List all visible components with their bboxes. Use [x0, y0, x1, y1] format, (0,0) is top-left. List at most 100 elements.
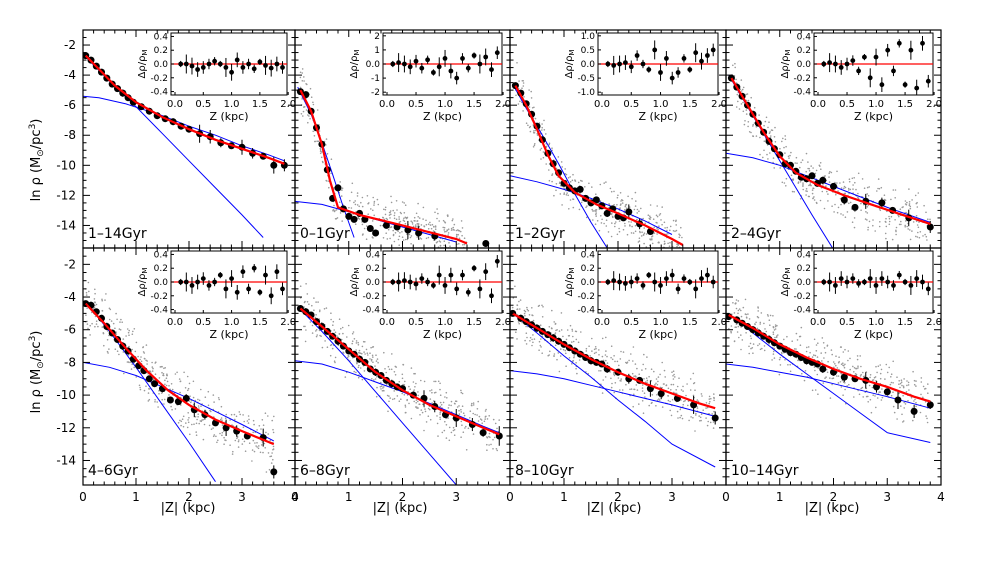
star-point — [761, 347, 763, 350]
star-point — [900, 379, 903, 382]
star-point — [573, 355, 575, 357]
star-point — [326, 153, 329, 155]
star-point — [543, 119, 545, 122]
star-point — [332, 209, 334, 212]
star-point — [532, 131, 535, 134]
star-point — [611, 358, 614, 361]
star-point — [460, 408, 462, 411]
star-point — [463, 414, 466, 417]
star-point — [197, 413, 199, 416]
star-point — [649, 218, 651, 220]
star-point — [556, 358, 558, 361]
star-point — [774, 126, 776, 129]
star-point — [94, 301, 96, 303]
x-tick-label: 0 — [722, 490, 730, 504]
inset-residual-point — [489, 67, 494, 72]
star-point — [578, 208, 581, 211]
inset-y-tick-label: -0.4 — [150, 306, 168, 316]
star-point — [745, 113, 748, 115]
star-point — [496, 449, 499, 452]
star-point — [750, 347, 752, 350]
star-point — [549, 350, 551, 353]
star-point — [799, 344, 802, 347]
star-point — [653, 232, 656, 234]
star-point — [359, 367, 362, 369]
star-point — [312, 101, 314, 104]
star-point — [826, 345, 829, 347]
star-point — [656, 383, 659, 386]
star-point — [417, 224, 420, 227]
inset-residual-point — [873, 283, 879, 288]
star-point — [667, 399, 670, 402]
star-point — [252, 439, 255, 442]
star-point — [525, 332, 528, 335]
star-point — [252, 419, 255, 422]
star-point — [657, 228, 659, 231]
star-point — [742, 101, 744, 104]
star-point — [88, 290, 90, 293]
star-point — [389, 217, 391, 219]
star-point — [667, 242, 669, 245]
star-point — [198, 407, 200, 409]
inset-residual-point — [407, 64, 413, 70]
star-point — [773, 329, 776, 331]
star-point — [661, 361, 663, 364]
star-point — [910, 396, 913, 399]
star-point — [888, 215, 890, 218]
inset-residual-point — [436, 64, 442, 70]
star-point — [900, 405, 902, 407]
star-point — [208, 424, 211, 427]
star-point — [309, 321, 312, 323]
star-point — [411, 223, 414, 225]
star-point — [895, 230, 897, 233]
star-point — [895, 229, 897, 232]
star-point — [452, 218, 454, 220]
star-point — [538, 304, 541, 307]
star-point — [442, 226, 445, 229]
star-point — [869, 398, 872, 401]
star-point — [559, 355, 562, 357]
x-tick-label: 3 — [668, 490, 676, 504]
star-point — [829, 170, 831, 173]
inset-residual-point — [687, 67, 693, 72]
inset-residual-point — [251, 265, 257, 271]
star-point — [732, 302, 734, 304]
star-point — [389, 210, 392, 212]
star-point — [757, 310, 759, 312]
star-point — [421, 411, 424, 414]
panel-grid: -2-4-6-8-10-12-141–14Gyr0.40.20.0-0.2-0.… — [56, 29, 945, 504]
star-point — [431, 391, 433, 394]
star-point — [359, 352, 362, 355]
star-point — [207, 404, 210, 407]
inset-y-label-sub: M — [353, 268, 361, 274]
star-point — [659, 386, 662, 389]
inset-residual-point — [856, 281, 861, 286]
star-point — [367, 354, 369, 356]
star-point — [631, 225, 633, 228]
star-point — [737, 100, 739, 103]
inset-y-tick-label: -0.2 — [793, 292, 811, 302]
star-point — [738, 308, 741, 310]
star-point — [883, 194, 886, 196]
data-point — [382, 221, 390, 229]
star-point — [884, 232, 887, 235]
star-point — [569, 181, 572, 183]
star-point — [856, 355, 859, 357]
star-point — [560, 348, 562, 350]
star-point — [414, 225, 417, 228]
star-point — [120, 318, 122, 321]
star-point — [574, 180, 577, 182]
star-point — [632, 405, 634, 408]
star-point — [674, 230, 676, 233]
inset-residual-point — [658, 70, 663, 75]
star-point — [393, 240, 396, 243]
star-point — [390, 226, 393, 228]
star-point — [363, 227, 366, 230]
star-point — [619, 379, 621, 382]
star-point — [843, 192, 846, 195]
star-point — [603, 222, 605, 225]
star-point — [862, 371, 864, 374]
star-point — [158, 393, 160, 395]
inset-residual-point — [640, 61, 646, 67]
